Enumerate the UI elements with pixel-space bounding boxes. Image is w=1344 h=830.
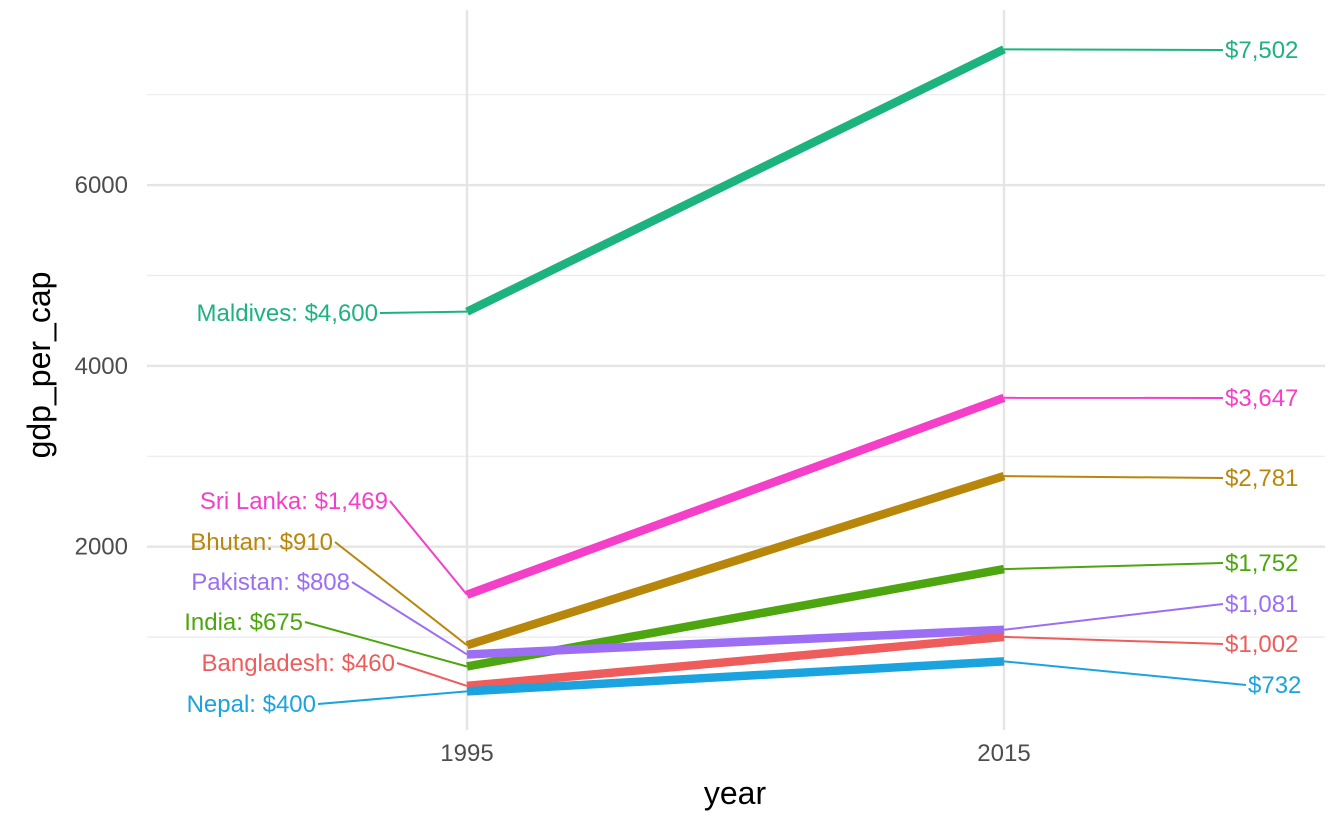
grid xyxy=(147,10,1325,730)
left-label-connector-bhutan xyxy=(334,541,468,647)
left-label-connector-pakistan xyxy=(351,581,468,656)
y-tick-label: 4000 xyxy=(75,353,128,380)
left-label-sri-lanka: Sri Lanka: $1,469 xyxy=(200,488,388,515)
left-label-connector-sri-lanka xyxy=(389,500,468,596)
data-labels: Maldives: $4,600 $7,502 Sri Lanka: $1,469 $… xyxy=(184,37,1301,718)
x-tick-label: 1995 xyxy=(440,740,493,767)
right-label-bhutan: $2,781 xyxy=(1225,465,1298,492)
left-label-india: India: $675 xyxy=(184,609,303,636)
series-line-bangladesh xyxy=(466,632,1005,691)
right-label-maldives: $7,502 xyxy=(1225,37,1298,64)
right-label-connector-maldives xyxy=(1003,48,1224,51)
y-tick-label: 2000 xyxy=(75,534,128,561)
left-label-bangladesh: Bangladesh: $460 xyxy=(202,650,396,677)
left-label-connector-nepal xyxy=(317,690,468,705)
series-line-nepal xyxy=(466,657,1005,696)
y-tick-label: 6000 xyxy=(75,172,128,199)
right-label-bangladesh: $1,002 xyxy=(1225,631,1298,658)
left-label-connector-maldives xyxy=(379,310,468,314)
left-label-bhutan: Bhutan: $910 xyxy=(190,529,333,556)
y-axis-title: gdp_per_cap xyxy=(21,272,57,459)
series-line-sri-lanka xyxy=(465,393,1006,599)
right-label-nepal: $732 xyxy=(1248,672,1301,699)
right-label-connector-bangladesh xyxy=(1003,635,1224,645)
left-label-connector-india xyxy=(304,621,468,668)
left-label-connector-bangladesh xyxy=(396,662,468,687)
series-lines xyxy=(465,45,1006,696)
right-label-connector-nepal xyxy=(1003,660,1247,686)
right-label-connector-pakistan xyxy=(1003,603,1224,631)
right-label-connector-india xyxy=(1003,562,1224,571)
left-label-pakistan: Pakistan: $808 xyxy=(191,569,350,596)
right-label-connector-bhutan xyxy=(1003,475,1224,479)
left-label-maldives: Maldives: $4,600 xyxy=(197,300,378,327)
tick-labels: 2000 4000 6000 1995 2015 xyxy=(75,172,1031,767)
series-line-pakistan xyxy=(466,625,1005,659)
x-tick-label: 2015 xyxy=(977,740,1030,767)
series-line-maldives xyxy=(465,45,1006,316)
right-label-pakistan: $1,081 xyxy=(1225,591,1298,618)
right-label-india: $1,752 xyxy=(1225,550,1298,577)
right-label-sri-lanka: $3,647 xyxy=(1225,385,1298,412)
left-label-nepal: Nepal: $400 xyxy=(187,691,316,718)
x-axis-title: year xyxy=(704,775,767,811)
series-line-bhutan xyxy=(465,472,1006,650)
